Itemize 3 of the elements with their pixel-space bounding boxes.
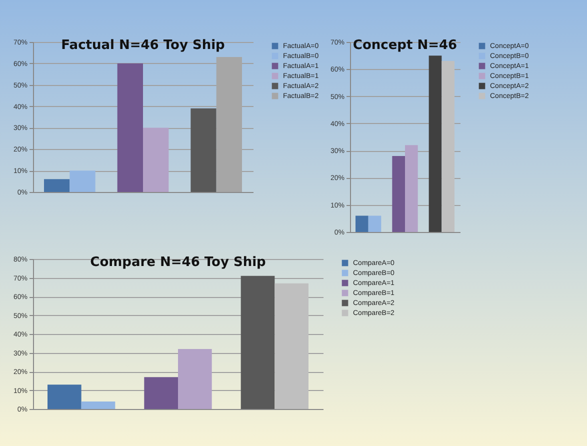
chart-title: Compare N=46 Toy Ship bbox=[90, 255, 266, 270]
chart-title: Concept N=46 bbox=[352, 38, 458, 53]
chart-title: Factual N=46 Toy Ship bbox=[61, 38, 225, 53]
